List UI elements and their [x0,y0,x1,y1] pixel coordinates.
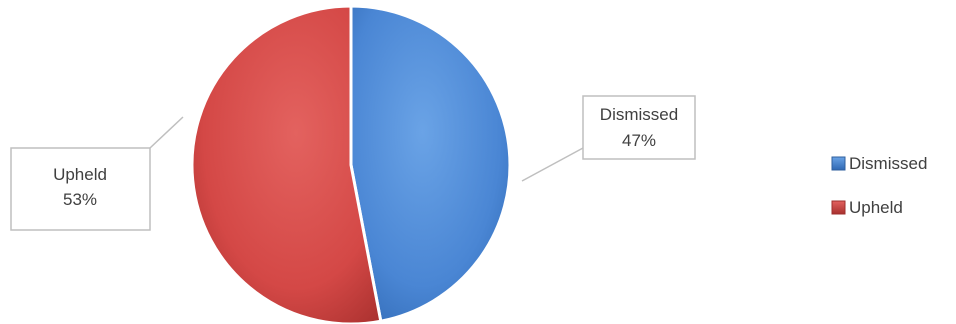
data-label-dismissed-value: 47% [622,131,656,150]
data-label-upheld: Upheld 53% [10,116,184,231]
legend-label-upheld: Upheld [849,198,903,217]
legend-item-dismissed[interactable]: Dismissed [831,154,927,173]
legend-swatch-upheld [831,200,846,215]
data-label-dismissed: Dismissed 47% [521,95,696,182]
data-label-dismissed-name: Dismissed [600,105,678,124]
legend-item-upheld[interactable]: Upheld [831,198,903,217]
callout-box-upheld [10,147,151,231]
leader-line-dismissed [521,147,584,182]
leader-line-upheld [149,116,184,149]
callout-box-dismissed [582,95,696,160]
legend-label-dismissed: Dismissed [849,154,927,173]
data-label-upheld-name: Upheld [53,165,107,184]
legend: Dismissed Upheld [831,154,927,217]
pie-slice-dismissed[interactable] [349,4,512,323]
legend-swatch-dismissed [831,156,846,171]
pie-slice-upheld[interactable] [190,4,383,324]
data-label-upheld-value: 53% [63,190,97,209]
